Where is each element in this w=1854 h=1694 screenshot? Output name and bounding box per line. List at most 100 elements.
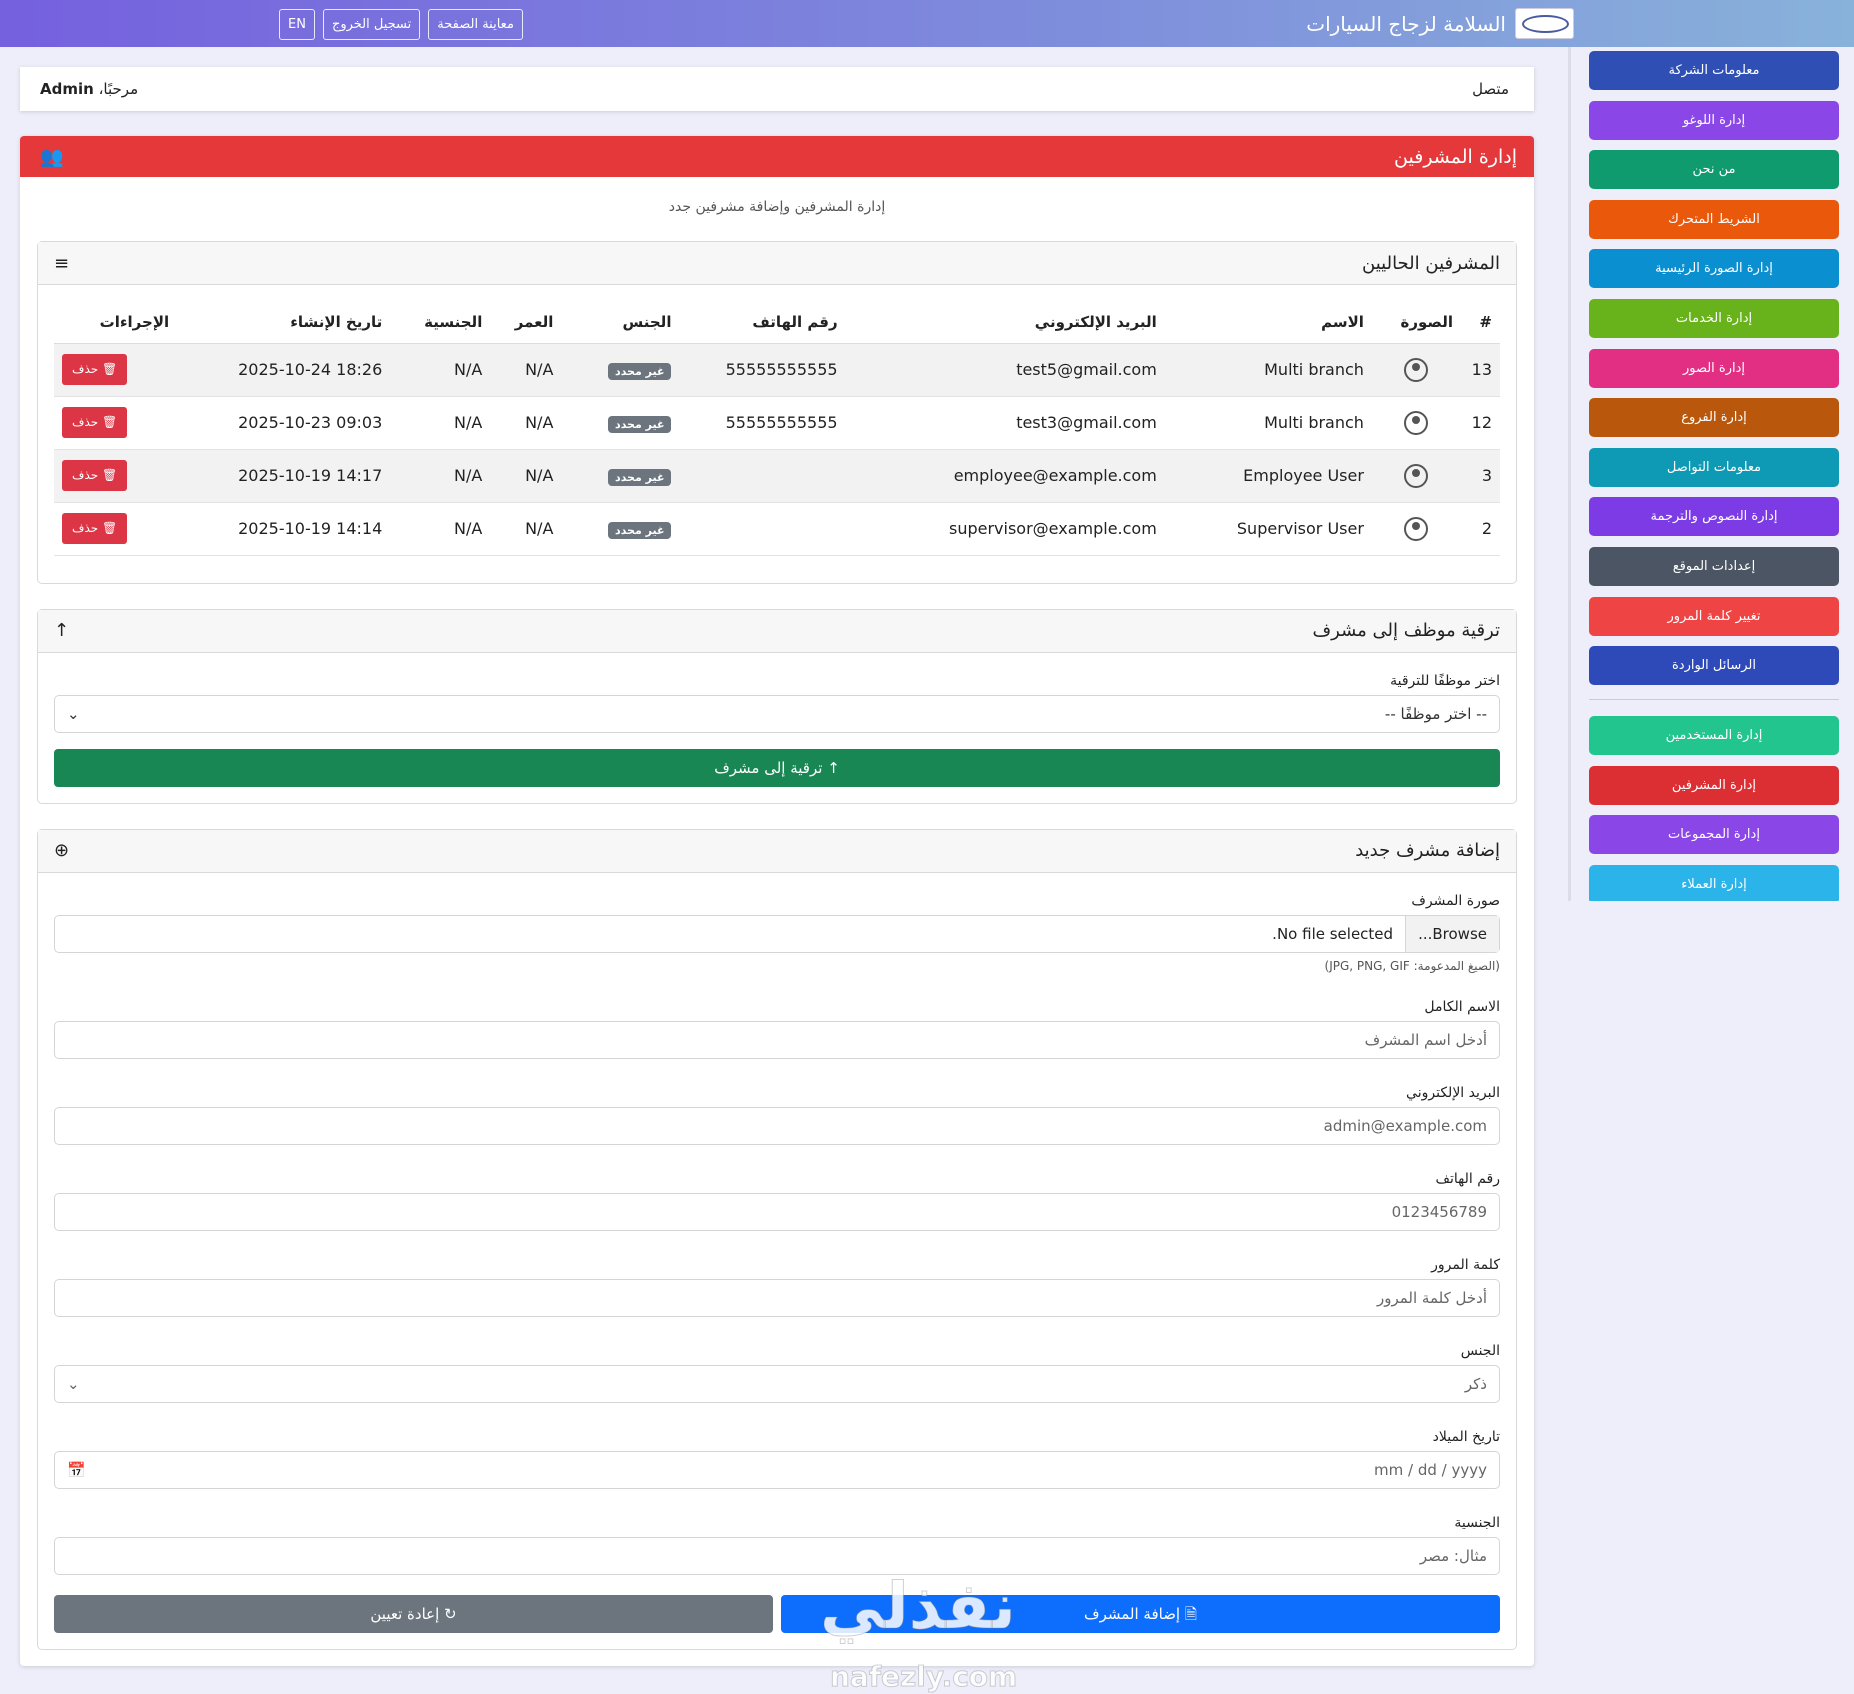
- avatar: [1404, 463, 1429, 488]
- promote-button[interactable]: ↑ ترقية إلى مشرف: [54, 748, 1500, 787]
- label: صورة المشرف: [1411, 892, 1500, 909]
- sidebar-button[interactable]: معلومات الشركة: [1589, 51, 1839, 90]
- badge: غير محدد: [608, 363, 672, 380]
- cell-actions: 🗑 حذف: [54, 396, 178, 450]
- logo: [1515, 8, 1574, 39]
- input[interactable]: ذكر ⌄: [54, 1364, 1500, 1403]
- sidebar-button[interactable]: الرسائل الواردة: [1589, 646, 1839, 686]
- sidebar-button[interactable]: إدارة العملاء: [1589, 864, 1839, 901]
- watermark: nafezly.com: [829, 1660, 1018, 1694]
- column-header: الجنسية: [390, 301, 491, 344]
- input[interactable]: أدخل اسم المشرف: [54, 1020, 1500, 1059]
- sidebar-button[interactable]: تغيير كلمة المرور: [1589, 596, 1839, 636]
- card-title: إضافة مشرف جديد: [1355, 840, 1500, 861]
- label: الجنسية: [1454, 1514, 1500, 1531]
- top-button[interactable]: تسجيل الخروج: [322, 9, 421, 40]
- input[interactable]: mm / dd / yyyy 📅: [54, 1450, 1500, 1489]
- cell: [679, 502, 846, 556]
- sidebar-button[interactable]: الشريط المتحرك: [1589, 199, 1839, 239]
- sidebar-button[interactable]: إدارة الصور: [1589, 348, 1839, 388]
- label: رقم الهاتف: [1435, 1170, 1500, 1187]
- sidebar-button[interactable]: إدارة الصورة الرئيسية: [1589, 249, 1839, 289]
- placeholder: ذكر: [1464, 1374, 1487, 1393]
- reset-button[interactable]: ↻ إعادة تعيين: [54, 1594, 773, 1633]
- submit-button[interactable]: 🗎 إضافة المشرف: [781, 1594, 1500, 1633]
- sidebar-button[interactable]: من نحن: [1589, 150, 1839, 190]
- browse[interactable]: Browse...: [1405, 915, 1499, 952]
- select[interactable]: -- اختر موظفًا -- ⌄: [54, 694, 1500, 733]
- connected: متصل: [1472, 80, 1509, 98]
- table: # الصورة الاسم البريد الإلكتروني رقم الهاتف ا…: [54, 301, 1500, 556]
- cell: N/A: [390, 449, 491, 503]
- column-header: #: [1460, 301, 1500, 344]
- cell-id: 13: [1460, 343, 1500, 397]
- sidebar-button[interactable]: إدارة اللوغو: [1589, 100, 1839, 140]
- delete-button[interactable]: 🗑 حذف: [62, 513, 128, 544]
- field: كلمة المرور أدخل كلمة المرور: [54, 1251, 1500, 1317]
- table-row: 3 Employee User employee@example.com غير مح…: [54, 449, 1500, 503]
- button-text: ترقية إلى مشرف: [714, 758, 823, 777]
- delete-button[interactable]: 🗑 حذف: [62, 407, 128, 438]
- cell-id: 12: [1460, 396, 1500, 450]
- card-title: ترقية موظف إلى مشرف: [1312, 620, 1500, 641]
- placeholder: mm / dd / yyyy: [1374, 1460, 1487, 1479]
- cell-id: 2: [1460, 502, 1500, 556]
- current-card: المشرفين الحاليين ≡ # الصورة الاسم البريد ال…: [37, 241, 1517, 584]
- file-input[interactable]: Browse... No file selected.: [54, 914, 1500, 953]
- cell: N/A: [390, 343, 491, 397]
- badge: غير محدد: [608, 522, 672, 539]
- site-title: السلامة لزجاج السيارات: [1306, 12, 1506, 36]
- placeholder: مثال: مصر: [1419, 1546, 1487, 1565]
- label: الجنس: [1460, 1342, 1500, 1359]
- welcome-text: مرحبًا،: [98, 80, 139, 98]
- input[interactable]: مثال: مصر: [54, 1536, 1500, 1575]
- button-text: حذف: [72, 521, 99, 535]
- sidebar-button[interactable]: إدارة المجموعات: [1589, 815, 1839, 855]
- top-button[interactable]: معاينة الصفحة: [428, 9, 523, 40]
- top-buttons: معاينة الصفحة تسجيل الخروج EN: [279, 9, 523, 40]
- field: البريد الإلكتروني admin@example.com: [54, 1079, 1500, 1145]
- cell-actions: 🗑 حذف: [54, 502, 178, 556]
- label: تاريخ الميلاد: [1432, 1428, 1500, 1445]
- sidebar-button[interactable]: إدارة الخدمات: [1589, 298, 1839, 338]
- button-text: إعادة تعيين: [370, 1604, 440, 1623]
- input[interactable]: أدخل كلمة المرور: [54, 1278, 1500, 1317]
- main: متصل مرحبًا، Admin إدارة المشرفين 👥 إدارة…: [20, 67, 1534, 1666]
- label: البريد الإلكتروني: [1406, 1084, 1500, 1101]
- label: اختر موظفًا للترقية: [1390, 672, 1500, 689]
- column-header: العمر: [490, 301, 562, 344]
- input[interactable]: 0123456789: [54, 1192, 1500, 1231]
- button-text: حذف: [72, 415, 99, 429]
- delete-button[interactable]: 🗑 حذف: [62, 354, 128, 385]
- placeholder: admin@example.com: [1323, 1116, 1487, 1135]
- sidebar-button[interactable]: إدارة النصوص والترجمة: [1589, 497, 1839, 537]
- cell: N/A: [490, 449, 562, 503]
- cell-gender: غير محدد: [561, 343, 680, 397]
- cell: employee@example.com: [845, 449, 1165, 503]
- cell-gender: غير محدد: [561, 396, 680, 450]
- avatar: [1404, 357, 1429, 382]
- sidebar-button[interactable]: إدارة المشرفين: [1589, 765, 1839, 805]
- panel: إدارة المشرفين 👥 إدارة المشرفين وإضافة مش…: [20, 136, 1534, 1666]
- sidebar-button[interactable]: إدارة الفروع: [1589, 398, 1839, 438]
- menu-icon[interactable]: ≡: [54, 252, 70, 274]
- avatar: [1404, 516, 1429, 541]
- sidebar-button[interactable]: معلومات التواصل: [1589, 447, 1839, 487]
- cell: 55555555555: [679, 396, 846, 450]
- delete-button[interactable]: 🗑 حذف: [62, 460, 128, 491]
- placeholder: أدخل كلمة المرور: [1376, 1288, 1487, 1307]
- top-button[interactable]: EN: [279, 9, 315, 40]
- sidebar-button[interactable]: إدارة المستخدمين: [1589, 716, 1839, 756]
- cell: test5@gmail.com: [845, 343, 1165, 397]
- cell: Multi branch: [1164, 343, 1372, 397]
- placeholder: أدخل اسم المشرف: [1364, 1030, 1487, 1049]
- cell: Employee User: [1164, 449, 1372, 503]
- sidebar-button[interactable]: إعدادات الموقع: [1589, 546, 1839, 586]
- cell: 18:26 2025-10-24: [177, 343, 391, 397]
- column-header: البريد الإلكتروني: [845, 301, 1165, 344]
- chevron: ⌄: [67, 1374, 80, 1393]
- input[interactable]: admin@example.com: [54, 1106, 1500, 1145]
- cell-photo: [1371, 343, 1461, 397]
- cell-gender: غير محدد: [561, 449, 680, 503]
- label: الاسم الكامل: [1424, 998, 1500, 1015]
